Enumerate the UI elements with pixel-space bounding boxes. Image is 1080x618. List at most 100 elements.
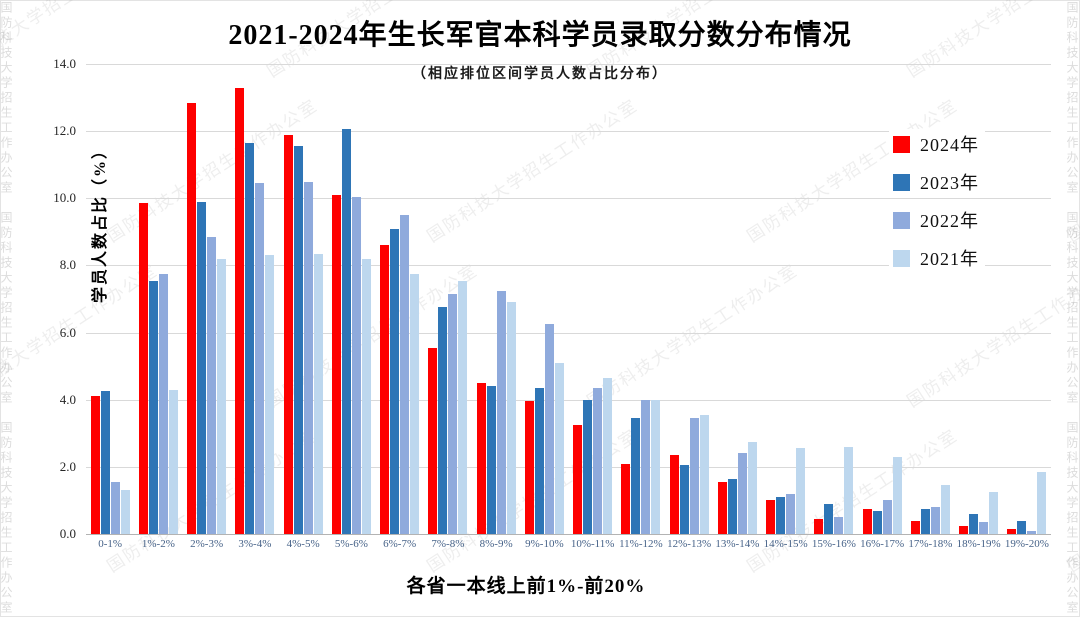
bar-2023年-0-1% bbox=[100, 391, 110, 534]
bar-group-14%-15% bbox=[762, 64, 810, 534]
bar-2022年-6%-7% bbox=[400, 215, 410, 534]
bar-group-10%-11% bbox=[569, 64, 617, 534]
y-tick-label: 10.0 bbox=[53, 190, 76, 206]
bar-2022年-14%-15% bbox=[786, 493, 796, 534]
x-tick-label-9%-10%: 9%-10% bbox=[525, 538, 564, 550]
gridline-4.0 bbox=[86, 399, 1051, 401]
bar-2024年-10%-11% bbox=[573, 424, 583, 534]
gridline-12.0 bbox=[86, 131, 1051, 133]
bar-2022年-13%-14% bbox=[737, 453, 747, 534]
y-tick-label: 8.0 bbox=[59, 257, 76, 273]
bar-group-9%-10% bbox=[520, 64, 568, 534]
bar-2021年-7%-8% bbox=[458, 280, 468, 534]
legend-label: 2023年 bbox=[920, 173, 979, 193]
legend-item-2024年: 2024年 bbox=[889, 129, 985, 159]
bar-2023年-4%-5% bbox=[293, 146, 303, 534]
bar-2023年-11%-12% bbox=[631, 418, 641, 534]
bar-group-11%-12% bbox=[617, 64, 665, 534]
bar-2021年-1%-2% bbox=[168, 389, 178, 534]
y-tick-label: 12.0 bbox=[53, 123, 76, 139]
bar-2023年-13%-14% bbox=[727, 478, 737, 534]
x-tick-label-6%-7%: 6%-7% bbox=[383, 538, 417, 550]
bar-2022年-11%-12% bbox=[641, 399, 651, 534]
bar-2021年-5%-6% bbox=[361, 258, 371, 534]
bar-group-0-1% bbox=[86, 64, 134, 534]
x-axis-title: 各省一本线上前1%-前20% bbox=[406, 576, 646, 597]
x-tick-label-10%-11%: 10%-11% bbox=[570, 538, 615, 550]
x-tick-label-15%-16%: 15%-16% bbox=[811, 538, 856, 550]
bar-groups bbox=[86, 64, 1051, 534]
bar-2022年-1%-2% bbox=[158, 273, 168, 534]
bar-group-17%-18% bbox=[906, 64, 954, 534]
bar-2024年-5%-6% bbox=[331, 194, 341, 534]
bar-2024年-12%-13% bbox=[669, 455, 679, 534]
bar-2021年-9%-10% bbox=[554, 362, 564, 534]
bar-group-12%-13% bbox=[665, 64, 713, 534]
bar-2021年-12%-13% bbox=[699, 414, 709, 534]
legend-label: 2022年 bbox=[920, 211, 979, 231]
bar-2024年-11%-12% bbox=[621, 463, 631, 534]
legend-swatch-icon bbox=[893, 173, 910, 191]
bar-2024年-17%-18% bbox=[910, 520, 920, 534]
bar-2021年-13%-14% bbox=[747, 441, 757, 534]
legend-swatch-icon bbox=[893, 249, 910, 267]
y-tick-label: 4.0 bbox=[59, 391, 76, 407]
chart-subtitle: （相应排位区间学员人数占比分布） bbox=[412, 67, 668, 82]
bar-2023年-12%-13% bbox=[679, 465, 689, 534]
bar-2022年-17%-18% bbox=[930, 507, 940, 534]
x-tick-label-13%-14%: 13%-14% bbox=[715, 538, 760, 550]
bar-2022年-10%-11% bbox=[593, 387, 603, 534]
gridline-8.0 bbox=[86, 265, 1051, 267]
bar-2023年-9%-10% bbox=[534, 387, 544, 534]
bar-2021年-2%-3% bbox=[217, 258, 227, 534]
bar-group-1%-2% bbox=[134, 64, 182, 534]
x-tick-label-14%-15%: 14%-15% bbox=[763, 538, 808, 550]
x-tick-label-4%-5%: 4%-5% bbox=[286, 538, 320, 550]
plot-area: 0.0 2.0 4.0 6.0 8.0 10.0 12.0 14.0 bbox=[53, 56, 1051, 541]
bar-2024年-16%-17% bbox=[862, 508, 872, 534]
bar-2023年-16%-17% bbox=[872, 510, 882, 534]
bar-2021年-10%-11% bbox=[603, 377, 613, 534]
x-tick-label-3%-4%: 3%-4% bbox=[238, 538, 272, 550]
bar-2024年-7%-8% bbox=[428, 347, 438, 534]
chart-title: 2021-2024年生长军官本科学员录取分数分布情况 bbox=[228, 20, 852, 51]
bar-group-13%-14% bbox=[713, 64, 761, 534]
bar-2021年-8%-9% bbox=[506, 302, 516, 534]
bar-group-15%-16% bbox=[810, 64, 858, 534]
bar-group-2%-3% bbox=[183, 64, 231, 534]
bar-2024年-4%-5% bbox=[283, 134, 293, 534]
bar-2022年-12%-13% bbox=[689, 418, 699, 534]
bar-2023年-19%-20% bbox=[1017, 520, 1027, 534]
watermark-edge-left: 国防科技大学招生工作办公室 国防科技大学招生工作办公室 国防科技大学招生工作办公… bbox=[0, 1, 13, 618]
bar-group-18%-19% bbox=[955, 64, 1003, 534]
bar-2022年-2%-3% bbox=[207, 236, 217, 534]
bar-2023年-2%-3% bbox=[197, 201, 207, 534]
bar-2023年-15%-16% bbox=[824, 503, 834, 534]
bar-2022年-0-1% bbox=[110, 481, 120, 534]
bar-2022年-3%-4% bbox=[255, 183, 265, 534]
bar-2022年-15%-16% bbox=[834, 517, 844, 534]
legend-item-2023年: 2023年 bbox=[889, 167, 985, 197]
bar-2023年-5%-6% bbox=[341, 129, 351, 534]
bar-2024年-9%-10% bbox=[524, 401, 534, 534]
bar-group-4%-5% bbox=[279, 64, 327, 534]
bar-2023年-8%-9% bbox=[486, 386, 496, 534]
bar-2024年-8%-9% bbox=[476, 382, 486, 534]
bar-group-6%-7% bbox=[376, 64, 424, 534]
legend-swatch-icon bbox=[893, 135, 910, 153]
bar-2021年-0-1% bbox=[120, 490, 130, 534]
bar-2023年-7%-8% bbox=[438, 307, 448, 534]
bar-2021年-6%-7% bbox=[410, 273, 420, 534]
bar-2021年-11%-12% bbox=[651, 399, 661, 534]
x-tick-label-8%-9%: 8%-9% bbox=[479, 538, 513, 550]
bar-2021年-16%-17% bbox=[892, 456, 902, 534]
legend-swatch-icon bbox=[893, 211, 910, 229]
bar-2022年-9%-10% bbox=[544, 324, 554, 534]
bar-2023年-1%-2% bbox=[148, 280, 158, 534]
bar-group-7%-8% bbox=[424, 64, 472, 534]
x-tick-label-1%-2%: 1%-2% bbox=[141, 538, 175, 550]
bar-2024年-0-1% bbox=[90, 396, 100, 534]
watermark-text: 国防科技大学招生工作办公室 bbox=[1063, 95, 1080, 247]
watermark-edge-right: 国防科技大学招生工作办公室 国防科技大学招生工作办公室 国防科技大学招生工作办公… bbox=[1065, 1, 1079, 618]
bar-2022年-19%-20% bbox=[1027, 530, 1037, 534]
